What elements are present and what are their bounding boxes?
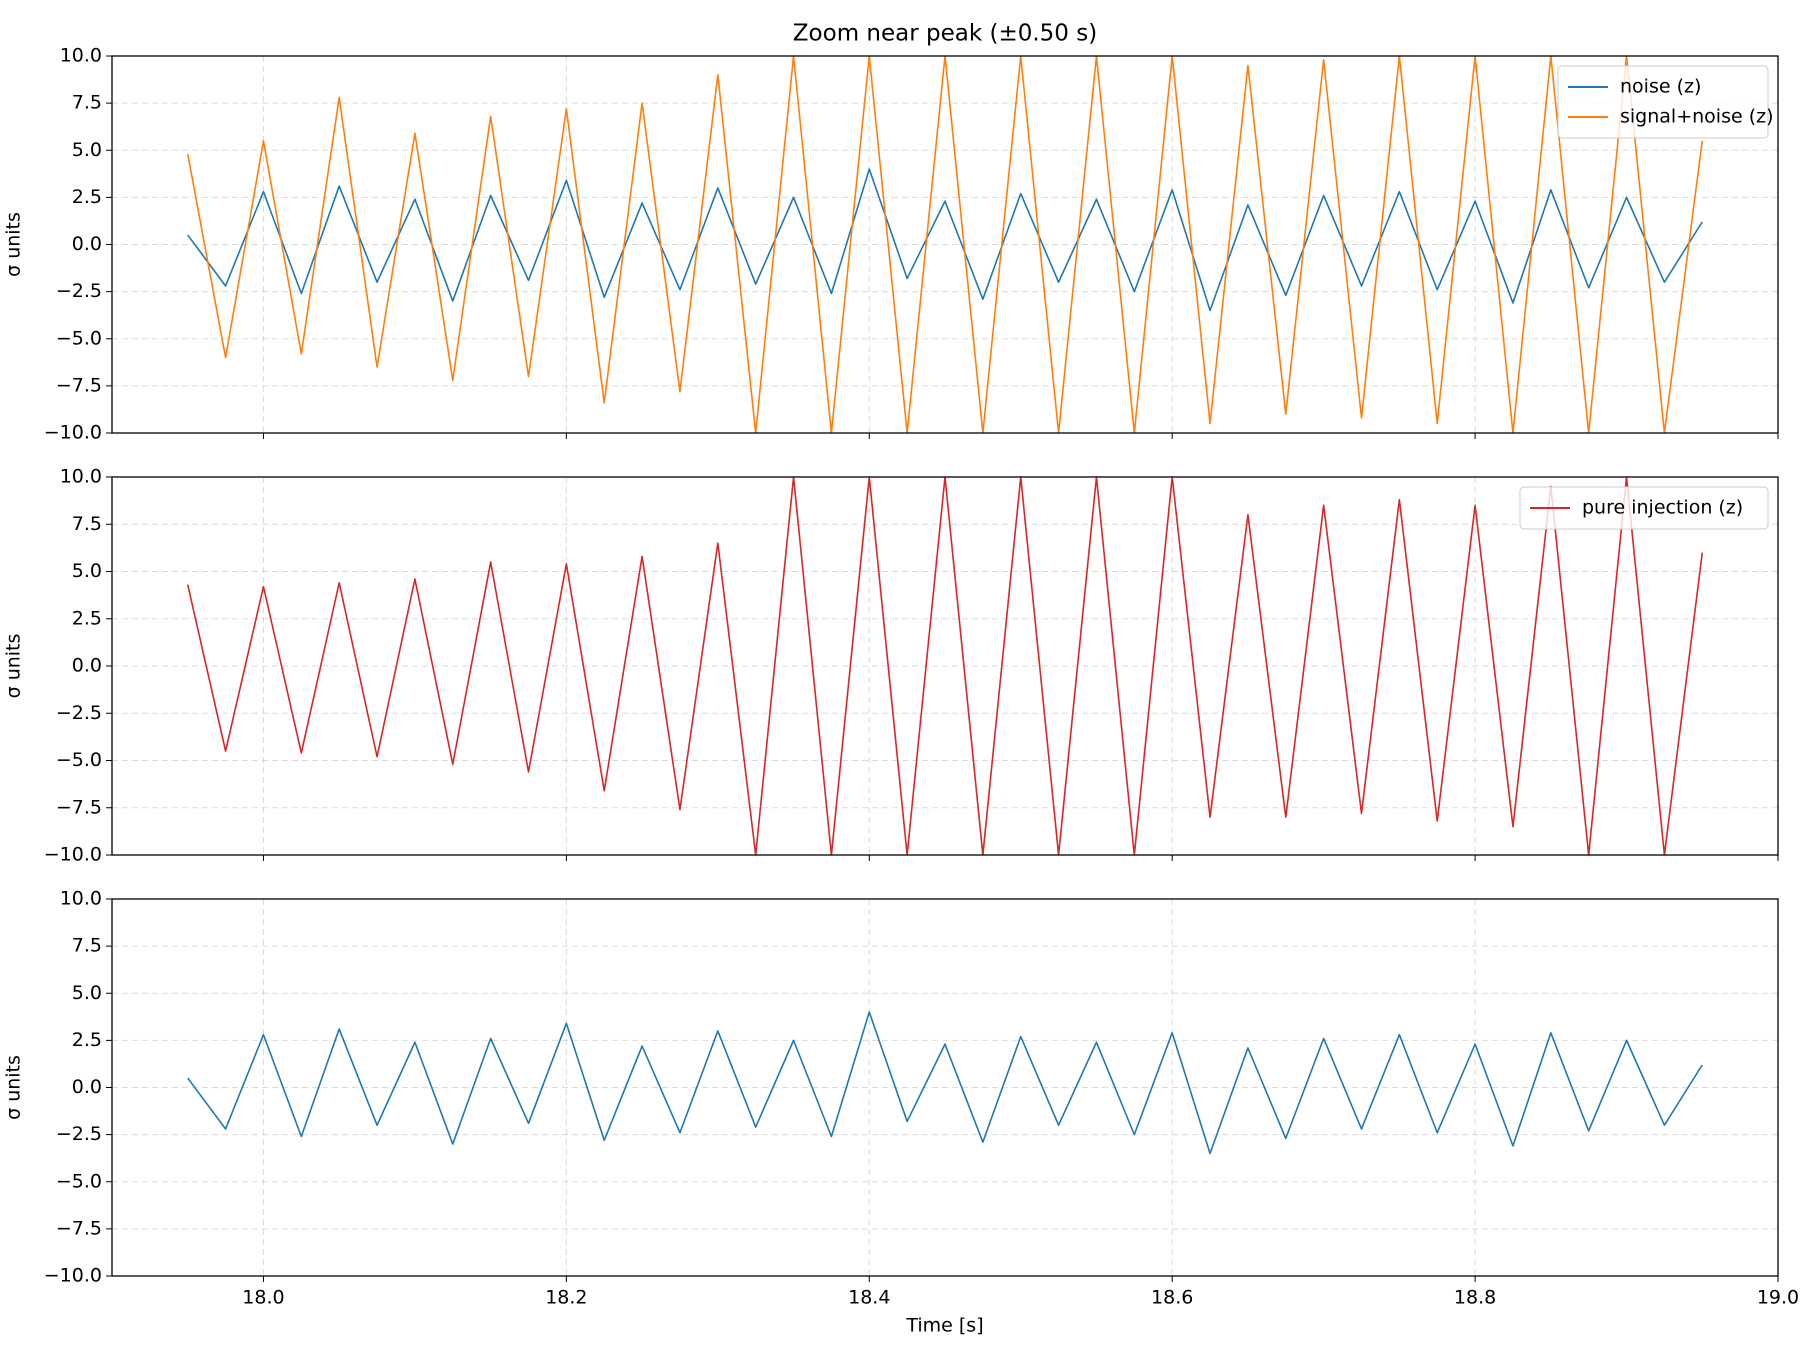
y-tick-label: 7.5 [72,935,102,957]
y-tick-label: 2.5 [72,186,102,208]
legend: pure injection (z) [1519,486,1769,530]
plot-area [186,477,1704,855]
legend-box [1557,65,1769,139]
x-tick-label: 18.6 [1151,1287,1193,1309]
y-tick-label: 0.0 [72,1076,102,1098]
y-tick-label: −10.0 [44,844,102,866]
y-axis-label: σ units [3,212,25,277]
panel: −10.0 −7.5 −5.0 −2.5 0.0 2.5 5.0 7.5 10.0 18.0 18.… [3,888,1800,1337]
y-axis-label: σ units [3,634,25,699]
plot-area [186,56,1704,433]
y-tick-label: 10.0 [60,45,102,67]
y-tick-label: 0.0 [72,655,102,677]
legend-label: signal+noise (z) [1620,106,1774,128]
legend-label: noise (z) [1620,76,1701,98]
legend-box [1519,486,1769,530]
y-tick-label: 5.0 [72,982,102,1004]
y-tick-label: −7.5 [56,374,102,396]
y-tick-label: −5.0 [56,327,102,349]
y-tick-label: 2.5 [72,1029,102,1051]
y-tick-label: −2.5 [56,280,102,302]
legend-label: pure injection (z) [1582,497,1743,519]
plot-area [187,1011,1703,1155]
axes-frame [111,55,1779,434]
chart-title: Zoom near peak (±0.50 s) [793,21,1097,47]
x-tick-label: 18.8 [1454,1287,1496,1309]
x-tick-label: 19.0 [1757,1287,1799,1309]
y-tick-label: −5.0 [56,1170,102,1192]
series-line [187,168,1703,312]
y-tick-label: 10.0 [60,466,102,488]
panel: Zoom near peak (±0.50 s) −10.0 −7.5 −5.0 −2.… [3,21,1779,444]
axes-frame [111,898,1779,1277]
y-tick-label: 10.0 [60,888,102,910]
y-tick-label: −7.5 [56,1217,102,1239]
y-axis-label: σ units [3,1055,25,1120]
series-line [186,477,1704,855]
series-line [186,56,1704,433]
x-tick-label: 18.0 [242,1287,284,1309]
axes-frame [111,476,1779,856]
panel: −10.0 −7.5 −5.0 −2.5 0.0 2.5 5.0 7.5 10.0 σ units… [3,466,1779,866]
y-tick-label: −10.0 [44,1265,102,1287]
y-tick-label: −10.0 [44,422,102,444]
y-tick-label: 7.5 [72,513,102,535]
y-tick-label: −7.5 [56,796,102,818]
y-tick-label: 5.0 [72,139,102,161]
y-tick-label: 0.0 [72,233,102,255]
y-tick-label: 2.5 [72,607,102,629]
y-tick-label: 7.5 [72,92,102,114]
x-tick-label: 18.2 [545,1287,587,1309]
x-tick-label: 18.4 [848,1287,890,1309]
y-tick-label: −2.5 [56,702,102,724]
legend: noise (z) signal+noise (z) [1557,65,1774,139]
x-axis-label: Time [s] [905,1315,983,1337]
y-tick-label: 5.0 [72,560,102,582]
series-line [187,1011,1703,1155]
y-tick-label: −2.5 [56,1123,102,1145]
y-tick-label: −5.0 [56,749,102,771]
